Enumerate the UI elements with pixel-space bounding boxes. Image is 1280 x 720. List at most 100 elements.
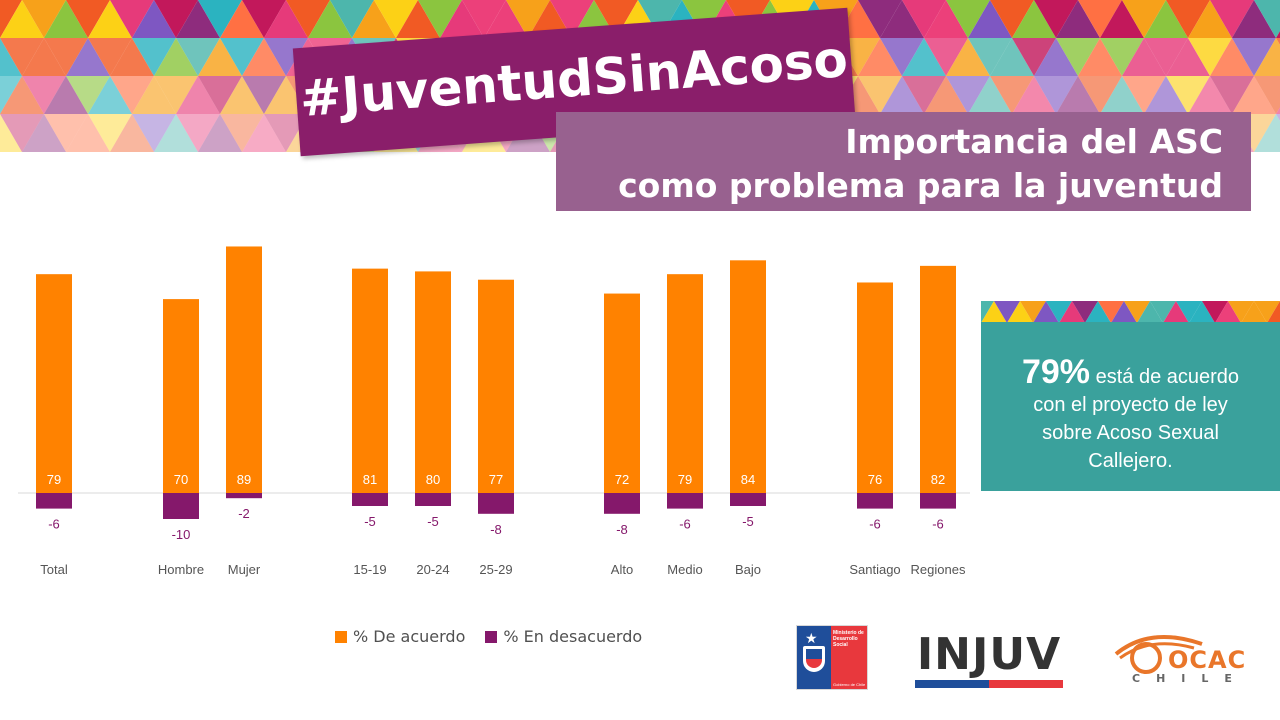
ministerio-logo: ★ Ministerio de Desarrollo Social Gobier… xyxy=(796,625,868,690)
pattern-triangle xyxy=(176,76,220,114)
pattern-triangle xyxy=(220,114,264,152)
pattern-triangle xyxy=(1085,301,1111,323)
data-label-disagree: -6 xyxy=(932,517,944,532)
pattern-triangle xyxy=(1150,301,1176,323)
pattern-triangle xyxy=(1241,301,1267,323)
data-label-disagree: -10 xyxy=(172,527,191,542)
pattern-triangle xyxy=(1098,301,1124,323)
pattern-triangle xyxy=(968,76,1012,114)
pattern-triangle xyxy=(1276,114,1280,121)
bar-agree-regiones xyxy=(920,265,956,493)
pattern-triangle xyxy=(1166,38,1210,76)
pattern-triangle xyxy=(902,0,946,38)
pattern-triangle xyxy=(880,0,924,38)
legend-label-agree: % De acuerdo xyxy=(353,627,466,646)
ministerio-line-2: Desarrollo xyxy=(833,636,858,642)
pattern-triangle xyxy=(1012,0,1056,38)
bar-agree-alto xyxy=(604,293,640,493)
ministerio-footer: Gobierno de Chile xyxy=(833,682,866,687)
pattern-triangle xyxy=(1254,0,1280,38)
pattern-triangle xyxy=(1056,0,1100,38)
summary-callout: 79% está de acuerdo con el proyecto de l… xyxy=(981,301,1280,491)
pattern-triangle xyxy=(110,76,154,114)
pattern-triangle xyxy=(946,38,990,76)
pattern-triangle xyxy=(132,114,176,152)
category-label: Santiago xyxy=(849,562,900,577)
data-label-agree: 70 xyxy=(174,472,188,487)
category-label: Bajo xyxy=(735,562,761,577)
pattern-triangle xyxy=(1034,38,1078,76)
pattern-triangle xyxy=(1267,301,1280,323)
pattern-triangle xyxy=(22,114,66,152)
category-label: Medio xyxy=(667,562,702,577)
data-label-agree: 80 xyxy=(426,472,440,487)
pattern-triangle xyxy=(858,0,902,38)
pattern-triangle xyxy=(1122,38,1166,76)
pattern-triangle xyxy=(858,38,902,76)
pattern-triangle xyxy=(1210,0,1254,38)
bar-agree-25-29 xyxy=(478,279,514,493)
data-label-disagree: -5 xyxy=(427,514,439,529)
data-label-disagree: -5 xyxy=(364,514,376,529)
data-label-agree: 81 xyxy=(363,472,377,487)
title-line-1: Importancia del ASC xyxy=(845,122,1223,161)
pattern-triangle xyxy=(1100,0,1144,38)
pattern-triangle xyxy=(1176,301,1202,323)
pattern-triangle xyxy=(44,0,88,38)
bar-disagree-hombre xyxy=(163,493,199,519)
pattern-triangle xyxy=(198,38,242,76)
pattern-triangle xyxy=(1007,301,1033,323)
pattern-triangle xyxy=(88,76,132,114)
pattern-triangle xyxy=(0,76,44,114)
pattern-triangle xyxy=(88,114,132,152)
pattern-triangle xyxy=(1189,301,1215,323)
bar-agree-total xyxy=(36,274,72,493)
pattern-triangle xyxy=(1254,76,1280,114)
pattern-triangle xyxy=(176,38,220,76)
pattern-triangle xyxy=(154,38,198,76)
pattern-triangle xyxy=(242,0,286,38)
pattern-triangle xyxy=(946,76,990,114)
data-label-disagree: -5 xyxy=(742,514,754,529)
pattern-triangle xyxy=(1122,0,1166,38)
pattern-triangle xyxy=(352,0,396,38)
pattern-triangle xyxy=(902,38,946,76)
ministerio-line-3: Social xyxy=(833,642,848,648)
pattern-triangle xyxy=(1228,301,1254,323)
data-label-disagree: -2 xyxy=(238,506,250,521)
injuv-logo: INJUV xyxy=(913,632,1065,690)
pattern-triangle xyxy=(1033,301,1059,323)
legend-label-disagree: % En desacuerdo xyxy=(503,627,643,646)
pattern-triangle xyxy=(638,0,682,38)
callout-percent: 79% xyxy=(1021,353,1091,391)
pattern-triangle xyxy=(440,0,484,38)
bar-disagree-santiago xyxy=(857,493,893,509)
pattern-triangle xyxy=(1210,38,1254,76)
pattern-triangle xyxy=(242,38,286,76)
pattern-triangle xyxy=(924,38,968,76)
bar-disagree-mujer xyxy=(226,493,262,499)
category-label: Mujer xyxy=(228,562,261,577)
pattern-triangle xyxy=(418,0,462,38)
pattern-triangle xyxy=(1100,38,1144,76)
bar-agree-15-19 xyxy=(352,268,388,493)
bar-agree-medio xyxy=(667,274,703,493)
pattern-triangle xyxy=(88,38,132,76)
pattern-triangle xyxy=(1232,38,1276,76)
pattern-triangle xyxy=(44,114,88,152)
pattern-triangle xyxy=(110,0,154,38)
pattern-triangle xyxy=(374,0,418,38)
pattern-triangle xyxy=(1046,301,1072,323)
pattern-triangle xyxy=(264,0,308,38)
logo-red-panel xyxy=(831,626,867,689)
pattern-triangle xyxy=(1137,301,1163,323)
pattern-triangle xyxy=(1078,0,1122,38)
bar-disagree-25-29 xyxy=(478,493,514,514)
pattern-triangle xyxy=(462,0,506,38)
category-label: Regiones xyxy=(911,562,966,577)
page-title: Importancia del ASC como problema para l… xyxy=(556,112,1251,211)
pattern-triangle xyxy=(154,76,198,114)
pattern-triangle xyxy=(1254,114,1280,152)
legend-swatch-disagree xyxy=(485,630,498,643)
ocac-eye-icon xyxy=(1114,634,1203,674)
